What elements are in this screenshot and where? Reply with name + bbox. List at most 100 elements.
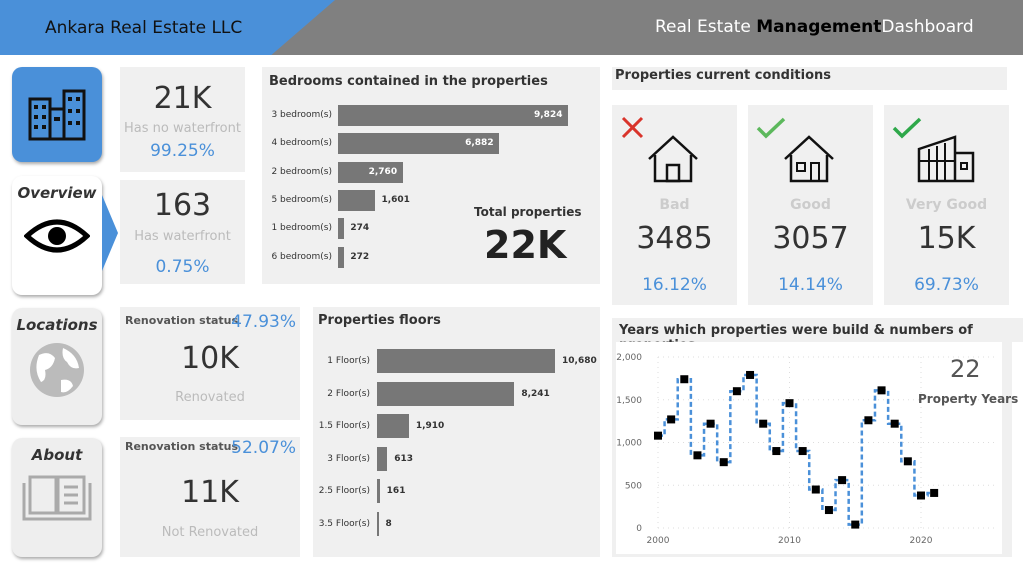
kpi-card-waterfront: 163 Has waterfront 0.75% xyxy=(120,180,245,284)
sidebar-item-label: Locations xyxy=(16,316,98,334)
kpi-title: Renovation status xyxy=(125,440,239,453)
kpi-percent: 52.07% xyxy=(231,438,296,458)
data-point xyxy=(785,399,794,408)
panel-title: Bedrooms contained in the properties xyxy=(269,74,548,89)
header-brand-area xyxy=(0,0,335,55)
bar xyxy=(377,446,388,471)
data-point xyxy=(732,387,741,396)
x-icon xyxy=(621,116,644,139)
kpi-label: Renovated xyxy=(175,390,245,405)
bar-value-label: 8,241 xyxy=(521,388,550,399)
check-icon xyxy=(892,117,922,139)
bar xyxy=(377,349,555,373)
bar xyxy=(377,512,379,536)
bar xyxy=(338,246,345,268)
house-icon xyxy=(784,135,834,183)
bar-category-label: 3.5 Floor(s) xyxy=(318,519,370,529)
title-part: Real Estate xyxy=(655,17,757,37)
data-point xyxy=(877,386,886,395)
house-icon xyxy=(648,135,698,183)
x-tick-label: 2010 xyxy=(778,536,801,546)
bar-category-label: 3 bedroom(s) xyxy=(271,110,332,120)
bar-value-label: 613 xyxy=(394,453,413,464)
bar xyxy=(338,161,403,183)
property-years-label: Property Years xyxy=(918,392,1019,406)
company-name: Ankara Real Estate LLC xyxy=(45,18,243,38)
condition-card: Bad 3485 16.12% xyxy=(612,105,737,305)
bar-category-label: 6 bedroom(s) xyxy=(271,251,332,262)
kpi-label: Not Renovated xyxy=(161,525,259,540)
condition-label: Very Good xyxy=(905,197,988,213)
condition-value: 3485 xyxy=(636,221,713,256)
book-icon xyxy=(22,475,92,521)
kpi-percent: 99.25% xyxy=(150,141,215,161)
data-point xyxy=(654,431,662,440)
data-point xyxy=(798,447,807,456)
bar xyxy=(377,414,409,439)
bar-value-label: 6,882 xyxy=(465,138,494,149)
data-point xyxy=(706,419,715,428)
data-point xyxy=(890,419,899,428)
dashboard-title: Real Estate ManagementDashboard xyxy=(655,17,974,37)
kpi-card-no-waterfront: 21K Has no waterfront 99.25% xyxy=(120,67,245,172)
condition-percent: 16.12% xyxy=(642,275,707,295)
kpi-value: 11K xyxy=(181,475,239,510)
eye-icon xyxy=(24,219,90,253)
sidebar-item-overview[interactable]: Overview xyxy=(12,176,102,295)
bar-value-label: 2,760 xyxy=(368,166,398,177)
conditions-header: Properties current conditions xyxy=(612,67,1007,90)
condition-card: Good 3057 14.14% xyxy=(748,105,873,305)
data-point xyxy=(824,506,833,515)
sidebar-item-label: Overview xyxy=(17,184,97,202)
sidebar-item-locations[interactable]: Locations xyxy=(12,308,102,425)
active-indicator-arrow xyxy=(102,195,118,271)
series-line xyxy=(658,373,935,526)
kpi-label: Has waterfront xyxy=(134,229,231,244)
years-line-chart: 0 500 1,000 1,500 2,000 2000 2010 2020 xyxy=(616,353,997,546)
x-tick-label: 2000 xyxy=(647,536,670,546)
bar-category-label: 3 Floor(s) xyxy=(327,453,370,464)
panel-title: Properties current conditions xyxy=(615,68,831,83)
bar-value-label: 10,680 xyxy=(562,356,597,366)
bar xyxy=(377,381,515,406)
sidebar-item-about[interactable]: About xyxy=(12,438,102,557)
condition-percent: 14.14% xyxy=(778,275,843,295)
data-point xyxy=(772,447,781,456)
title-emphasis: Management xyxy=(756,17,882,37)
kpi-card-renovated: Renovation status 47.93% 10K Renovated xyxy=(120,307,300,420)
y-tick-label: 1,500 xyxy=(616,396,642,406)
data-point xyxy=(719,458,728,467)
data-point xyxy=(746,370,755,379)
bar-value-label: 1,601 xyxy=(381,194,410,205)
condition-label: Bad xyxy=(659,197,690,213)
panel-title: Properties floors xyxy=(318,313,441,328)
bar-category-label: 1.5 Floor(s) xyxy=(318,421,370,432)
bar-value-label: 9,824 xyxy=(534,110,563,120)
bar xyxy=(338,105,568,126)
data-point xyxy=(811,485,820,494)
kpi-title: Renovation status xyxy=(125,314,239,327)
buildings-icon xyxy=(28,89,86,141)
bar-category-label: 4 bedroom(s) xyxy=(271,138,332,149)
data-point xyxy=(693,451,702,460)
condition-value: 3057 xyxy=(772,221,849,256)
sidebar-item-label: About xyxy=(31,446,83,464)
house-icon xyxy=(917,135,975,183)
data-point xyxy=(917,491,925,500)
bar-category-label: 1 Floor(s) xyxy=(327,356,370,366)
kpi-percent: 0.75% xyxy=(155,257,210,277)
kpi-percent: 47.93% xyxy=(231,312,296,332)
data-point xyxy=(851,520,860,529)
sidebar-item-home[interactable] xyxy=(12,67,102,162)
total-value: 22K xyxy=(484,223,567,267)
bar xyxy=(338,133,500,155)
condition-percent: 69.73% xyxy=(914,275,979,295)
bar-category-label: 2.5 Floor(s) xyxy=(318,486,370,497)
title-part: Dashboard xyxy=(881,17,974,37)
data-point xyxy=(680,375,689,384)
data-point xyxy=(838,476,847,485)
check-icon xyxy=(756,117,786,139)
condition-label: Good xyxy=(790,197,831,213)
bar-category-label: 2 bedroom(s) xyxy=(271,166,332,177)
x-tick-label: 2020 xyxy=(910,536,933,546)
